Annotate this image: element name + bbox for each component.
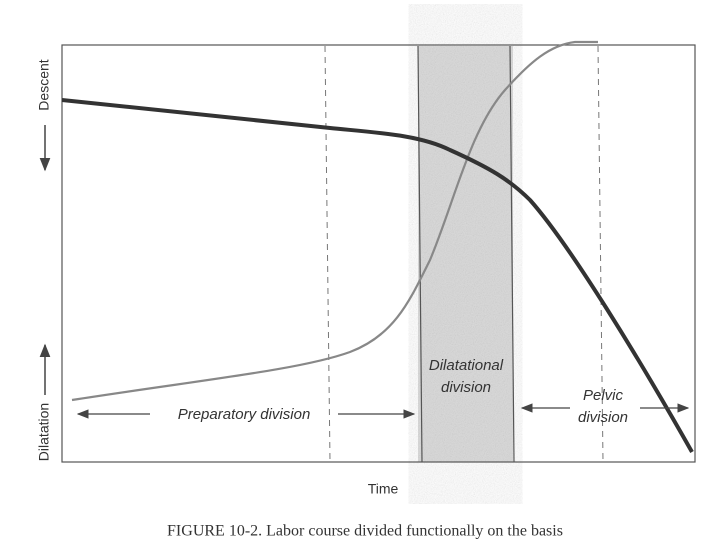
x-label: Time	[368, 481, 399, 497]
y-label-top: Descent	[36, 59, 52, 110]
dashed-divider	[597, 45, 604, 463]
divider	[509, 45, 515, 463]
shaded-texture	[418, 46, 513, 462]
descent-curve	[61, 98, 694, 453]
dashed-divider	[324, 45, 331, 463]
y-label-bottom: Dilatation	[36, 403, 52, 461]
region-label: division	[441, 379, 491, 396]
plot-frame	[61, 44, 696, 463]
region-label: division	[578, 409, 628, 426]
divider	[417, 45, 423, 463]
region-label: Dilatational	[429, 357, 504, 374]
dilatation-curve	[71, 40, 598, 402]
region-label: Preparatory division	[178, 406, 311, 423]
caption: FIGURE 10-2. Labor course divided functi…	[167, 523, 563, 540]
region-label: Pelvic	[583, 387, 624, 404]
